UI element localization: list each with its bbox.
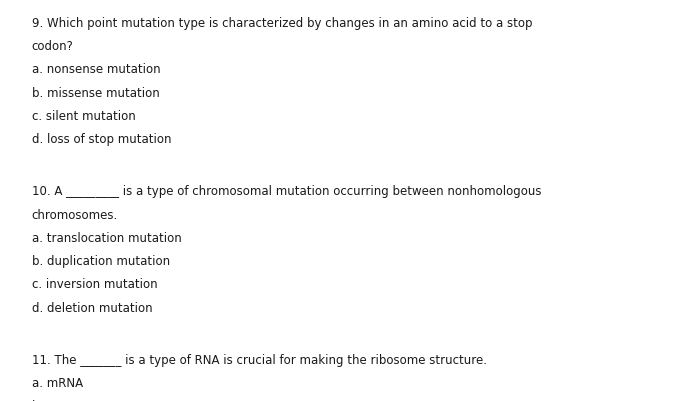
Text: chromosomes.: chromosomes. <box>32 209 118 221</box>
Text: a. mRNA: a. mRNA <box>32 377 83 390</box>
Text: b. duplication mutation: b. duplication mutation <box>32 255 169 268</box>
Text: 9. Which point mutation type is characterized by changes in an amino acid to a s: 9. Which point mutation type is characte… <box>32 17 532 30</box>
Text: 10. A _________ is a type of chromosomal mutation occurring between nonhomologou: 10. A _________ is a type of chromosomal… <box>32 185 541 198</box>
Text: d. loss of stop mutation: d. loss of stop mutation <box>32 133 171 146</box>
Text: a. translocation mutation: a. translocation mutation <box>32 232 181 245</box>
Text: b. missense mutation: b. missense mutation <box>32 87 160 99</box>
Text: b. rRNA: b. rRNA <box>32 400 76 401</box>
Text: c. inversion mutation: c. inversion mutation <box>32 278 157 291</box>
Text: 11. The _______ is a type of RNA is crucial for making the ribosome structure.: 11. The _______ is a type of RNA is cruc… <box>32 354 486 367</box>
Text: c. silent mutation: c. silent mutation <box>32 110 135 123</box>
Text: d. deletion mutation: d. deletion mutation <box>32 302 152 314</box>
Text: a. nonsense mutation: a. nonsense mutation <box>32 63 160 76</box>
Text: codon?: codon? <box>32 40 74 53</box>
